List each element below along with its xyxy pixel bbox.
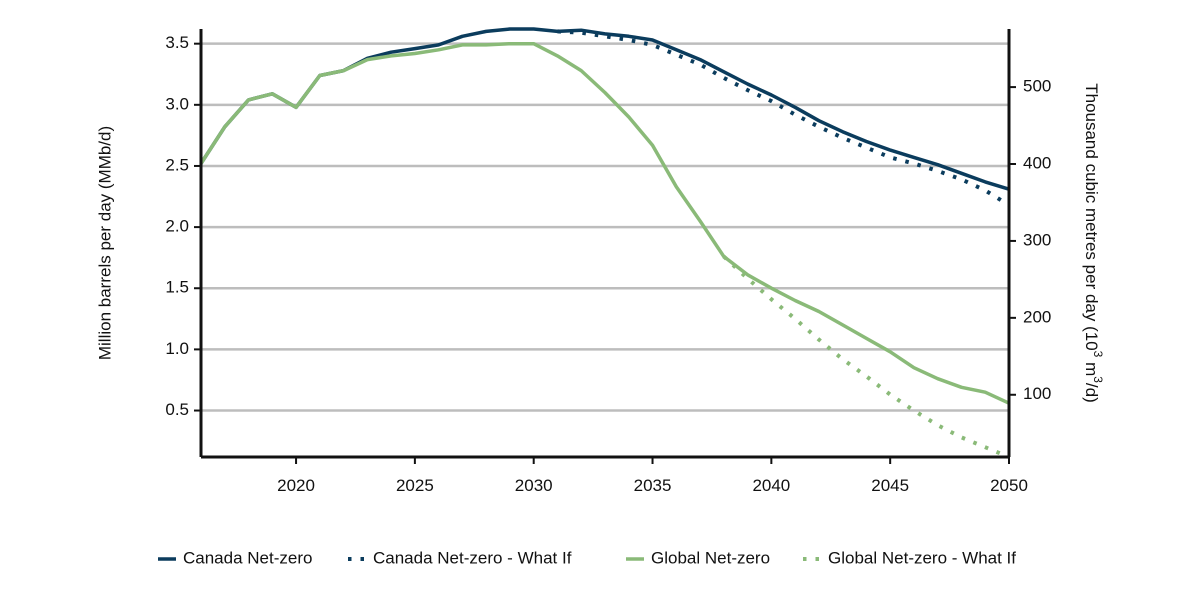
series-line-global-net-zero-what-if <box>722 255 1010 459</box>
legend-item-canada-net-zero-what-if: Canada Net-zero - What If <box>348 548 572 567</box>
series-line-canada-net-zero-what-if <box>557 29 1011 207</box>
y-axis-right-title-sup1: 3 <box>1091 351 1105 358</box>
y-axis-left-title: Million barrels per day (MMb/d) <box>95 126 114 360</box>
y-left-tick-label: 1.5 <box>165 278 189 297</box>
legend-label: Canada Net-zero <box>183 548 312 567</box>
x-tick-label: 2035 <box>634 476 672 495</box>
axes <box>194 29 1016 464</box>
legend-item-canada-net-zero: Canada Net-zero <box>158 548 312 567</box>
legend-item-global-net-zero: Global Net-zero <box>626 548 770 567</box>
x-tick-label: 2045 <box>871 476 909 495</box>
y-left-tick-label: 0.5 <box>165 400 189 419</box>
legend-label: Global Net-zero - What If <box>828 548 1016 567</box>
y-right-tick-label: 200 <box>1023 307 1051 326</box>
y-left-tick-label: 3.5 <box>165 33 189 52</box>
legend-item-global-net-zero-what-if: Global Net-zero - What If <box>803 548 1016 567</box>
legend-label: Canada Net-zero - What If <box>373 548 572 567</box>
legend-label: Global Net-zero <box>651 548 770 567</box>
x-tick-label: 2025 <box>396 476 434 495</box>
y-axis-right-title-sup2: 3 <box>1091 376 1105 383</box>
tick-labels: 0.5 1.0 1.5 2.0 2.5 3.0 3.5 100 200 300 400 500 2020… <box>165 33 1051 495</box>
x-tick-label: 2050 <box>990 476 1028 495</box>
y-left-tick-label: 1.0 <box>165 339 189 358</box>
y-right-tick-label: 400 <box>1023 153 1051 172</box>
y-axis-right-title-mid: m <box>1082 357 1101 376</box>
y-left-tick-label: 3.0 <box>165 94 189 113</box>
y-right-tick-label: 300 <box>1023 230 1051 249</box>
series-lines <box>199 27 1011 459</box>
x-tick-label: 2030 <box>515 476 553 495</box>
x-tick-label: 2040 <box>752 476 790 495</box>
y-right-tick-label: 500 <box>1023 77 1051 96</box>
y-left-tick-label: 2.0 <box>165 217 189 236</box>
y-axis-right-title-prefix: Thousand cubic metres per day (10 <box>1082 83 1101 350</box>
legend: Canada Net-zero Canada Net-zero - What If… <box>158 548 1016 567</box>
gridlines <box>201 42 1009 412</box>
y-axis-right-title-suffix: /d) <box>1082 383 1101 403</box>
x-tick-label: 2020 <box>277 476 315 495</box>
y-left-tick-label: 2.5 <box>165 155 189 174</box>
y-axis-right-title: Thousand cubic metres per day (103 m3/d) <box>1082 83 1105 403</box>
y-right-tick-label: 100 <box>1023 384 1051 403</box>
series-line-global-net-zero <box>199 41 1010 405</box>
